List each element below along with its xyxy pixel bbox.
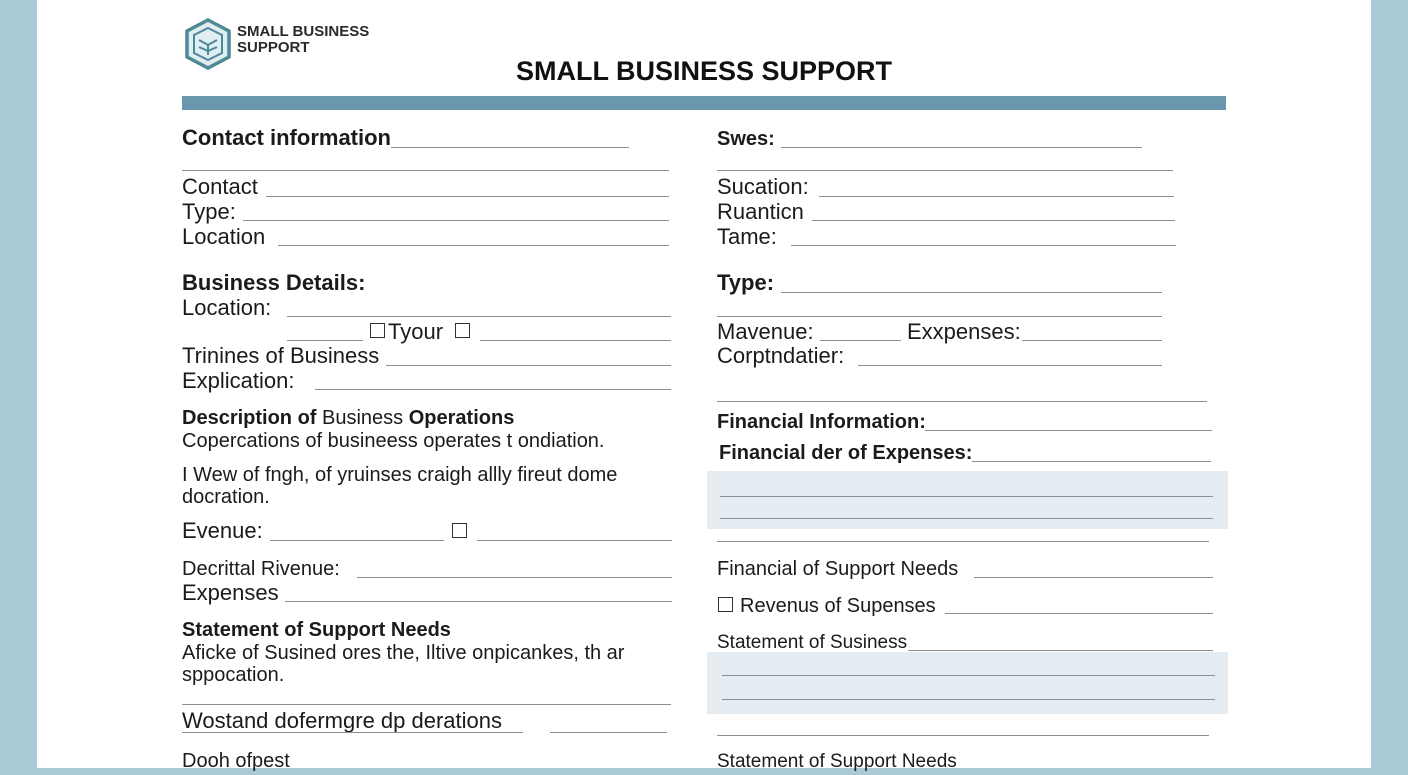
financial-der-field[interactable] <box>972 461 1211 462</box>
financial-support-needs-label: Financial of Support Needs <box>717 558 959 580</box>
logo-text-line-2: SUPPORT <box>237 39 310 56</box>
description-heading-b: Business <box>322 407 409 429</box>
trinines-field[interactable] <box>386 365 671 366</box>
tame-label: Tame: <box>717 224 777 249</box>
financial-notes-line-2 <box>720 518 1213 519</box>
form-title: SMALL BUSINESS SUPPORT <box>515 56 893 86</box>
sucation-label: Sucation: <box>717 174 809 199</box>
description-heading-a: Description of <box>182 407 323 429</box>
small-business-logo-icon <box>185 18 231 70</box>
ruanticn-field[interactable] <box>812 220 1175 221</box>
contact-information-field[interactable] <box>391 147 629 148</box>
evenue-field-2[interactable] <box>477 540 672 541</box>
financial-information-label: Financial Information: <box>717 411 926 433</box>
statement-field[interactable] <box>182 704 671 705</box>
decrittal-revenue-label: Decrittal Rivenue: <box>182 558 340 580</box>
tame-field[interactable] <box>791 245 1176 246</box>
statement-notes-line-2 <box>722 699 1215 700</box>
financial-notes-line-3 <box>717 541 1209 542</box>
description-heading-c: Operations <box>408 407 515 429</box>
evenue-checkbox[interactable] <box>452 523 467 538</box>
tyour-pre-field[interactable] <box>287 340 363 341</box>
type-right-label: Type: <box>717 270 775 295</box>
exxpenses-label: Exxpenses: <box>907 319 1021 344</box>
mavenue-field[interactable] <box>820 340 901 341</box>
evenue-field[interactable] <box>270 540 444 541</box>
evenue-label: Evenue: <box>182 518 263 543</box>
statement-notes-box[interactable] <box>707 652 1228 714</box>
logo-text-line-1: SMALL BUSINESS <box>237 23 370 40</box>
location-2-field[interactable] <box>287 316 671 317</box>
form-sheet <box>37 0 1371 768</box>
financial-notes-box[interactable] <box>707 471 1228 529</box>
decrittal-revenue-field[interactable] <box>357 577 672 578</box>
type-right-field-2[interactable] <box>717 316 1162 317</box>
header-divider-bar <box>182 96 1226 110</box>
expenses-field[interactable] <box>285 601 672 602</box>
type-right-field[interactable] <box>781 292 1162 293</box>
wostand-field-2[interactable] <box>550 732 667 733</box>
financial-divider <box>717 401 1207 402</box>
mavenue-label: Mavenue: <box>717 319 814 344</box>
sucation-field[interactable] <box>819 196 1174 197</box>
explication-field[interactable] <box>315 389 671 390</box>
wostand-label: Wostand dofermgre dp derations <box>182 708 502 733</box>
swes-label: Swes: <box>717 128 775 150</box>
logo-wordmark: SMALL BUSINESS SUPPORT <box>237 24 369 56</box>
tyour-field[interactable] <box>480 340 671 341</box>
revenus-of-supenses-label: Revenus of Supenses <box>740 595 936 617</box>
swes-field[interactable] <box>781 147 1142 148</box>
description-heading: Description of Business Operations <box>182 405 514 431</box>
financial-information-field[interactable] <box>925 430 1212 431</box>
tyour-label: Tyour <box>388 319 444 344</box>
expenses-label: Expenses <box>182 580 279 605</box>
corptndatier-label: Corptndatier: <box>717 343 845 368</box>
tyour-checkbox-2[interactable] <box>455 323 470 338</box>
explication-label: Explication: <box>182 368 295 393</box>
statement-notes-line-1 <box>722 675 1215 676</box>
swes-field-2[interactable] <box>717 170 1173 171</box>
location-2-label: Location: <box>182 295 272 320</box>
type-field[interactable] <box>243 220 669 221</box>
statement-of-support-needs-heading: Statement of Support Needs <box>182 619 451 641</box>
wostand-field[interactable] <box>182 732 523 733</box>
type-label: Type: <box>182 199 236 224</box>
statement-line-1: Aficke of Susined ores the, Iltive onpic… <box>182 642 625 664</box>
statement-of-susiness-field[interactable] <box>908 650 1213 651</box>
description-line-1: Copercations of busineess operates t ond… <box>182 430 605 452</box>
ruanticn-label: Ruanticn <box>717 199 804 224</box>
location-label: Location <box>182 224 266 249</box>
financial-notes-line-1 <box>720 496 1213 497</box>
statement-of-support-needs-right-label: Statement of Support Needs <box>717 751 957 772</box>
corptndatier-field[interactable] <box>858 365 1162 366</box>
exxpenses-field[interactable] <box>1022 340 1162 341</box>
location-field[interactable] <box>278 245 669 246</box>
statement-line-2: sppocation. <box>182 664 285 686</box>
statement-of-susiness-label: Statement of Susiness <box>717 632 908 653</box>
contact-information-heading: Contact information <box>182 125 391 150</box>
description-line-3: docration. <box>182 486 270 508</box>
contact-information-field-2[interactable] <box>182 170 669 171</box>
business-details-heading: Business Details: <box>182 270 366 295</box>
financial-support-needs-field[interactable] <box>974 577 1213 578</box>
statement-notes-line-3 <box>717 735 1209 736</box>
tyour-checkbox-1[interactable] <box>370 323 385 338</box>
contact-label: Contact <box>182 174 258 199</box>
dooh-label: Dooh ofpest <box>182 750 290 772</box>
trinines-label: Trinines of Business <box>182 343 380 368</box>
financial-der-label: Financial der of Expenses: <box>719 442 973 464</box>
description-line-2: I Wew of fngh, of yruinses craigh allly … <box>182 464 618 486</box>
revenus-checkbox[interactable] <box>718 597 733 612</box>
revenus-field[interactable] <box>945 613 1213 614</box>
contact-field[interactable] <box>266 196 669 197</box>
